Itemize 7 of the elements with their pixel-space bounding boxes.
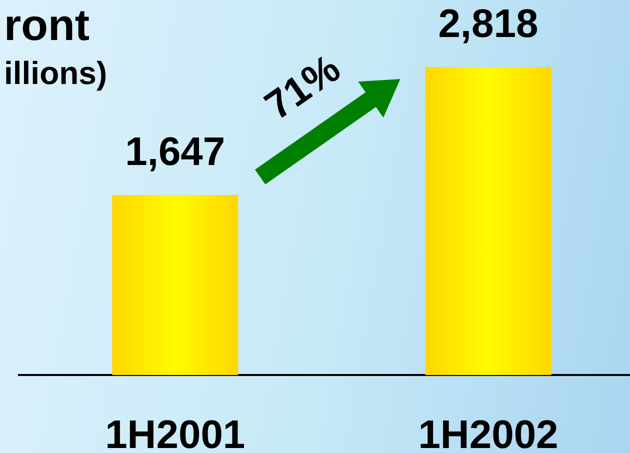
data-label: 2,818 [438,2,538,46]
x-tick-label: 1H2002 [418,413,558,453]
chart-title: ront [4,1,90,50]
annotation: 71% [257,46,348,128]
data-label: 1,647 [125,130,226,174]
x-tick-label: 1H2001 [105,413,246,453]
chart-subtitle: illions) [4,55,108,91]
